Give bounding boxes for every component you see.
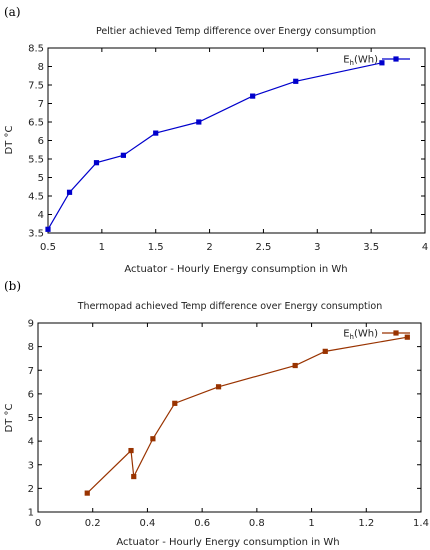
data-point	[128, 447, 134, 454]
x-tick-label: 1.2	[358, 518, 374, 529]
x-tick-label: 0.2	[85, 518, 101, 529]
data-point	[196, 119, 202, 125]
x-tick-label: 4	[422, 242, 428, 253]
y-tick-label: 7	[28, 366, 34, 377]
plot-frame	[47, 47, 426, 234]
y-tick-label: 8	[38, 62, 44, 73]
y-tick-label: 3.5	[28, 229, 44, 240]
x-axis-label: Actuator - Hourly Energy consumption in …	[124, 264, 347, 275]
y-tick-label: 6.5	[28, 118, 44, 129]
data-point	[84, 490, 90, 496]
legend: Eh(Wh)	[343, 55, 410, 68]
data-point	[45, 226, 51, 232]
x-tick-label: 0	[35, 518, 41, 529]
x-tick-label: 2	[206, 242, 212, 253]
x-tick-label: 1	[308, 518, 314, 529]
legend-marker	[393, 330, 399, 336]
x-tick-label: 0.6	[194, 518, 210, 529]
data-point	[292, 362, 298, 369]
data-point	[131, 473, 137, 480]
panel-label: (a)	[4, 5, 21, 19]
y-axis-label: DT °C	[4, 126, 15, 155]
y-tick-label: 9	[28, 319, 34, 330]
y-axis-label: DT °C	[4, 404, 15, 433]
y-tick-label: 3	[28, 460, 34, 471]
y-tick-label: 7	[38, 99, 44, 110]
chart-title: Peltier achieved Temp difference over En…	[96, 26, 376, 37]
data-point	[322, 348, 328, 354]
x-tick-label: 2.5	[255, 242, 271, 253]
data-point	[93, 160, 100, 166]
y-tick-label: 5.5	[28, 155, 44, 166]
data-point	[172, 400, 178, 406]
y-tick-label: 6	[38, 136, 44, 147]
y-tick-label: 5	[38, 173, 44, 184]
data-point	[379, 60, 385, 66]
data-point	[153, 130, 159, 136]
legend-label: Eh(Wh)	[343, 55, 378, 68]
y-tick-label: 7.5	[28, 81, 44, 92]
y-tick-label: 6	[28, 389, 34, 400]
y-tick-label: 4	[38, 210, 44, 221]
x-tick-label: 0.4	[139, 518, 155, 529]
data-point	[250, 93, 256, 99]
y-tick-label: 2	[28, 484, 34, 495]
y-tick-label: 5	[28, 413, 34, 424]
data-point	[150, 436, 156, 442]
x-axis-label: Actuator - Hourly Energy consumption in …	[116, 537, 339, 548]
series-line	[86, 336, 408, 494]
chart-a: (a) Peltier achieved Temp difference over…	[4, 5, 428, 275]
panel-label: (b)	[4, 279, 21, 293]
x-tick-label: 1.5	[148, 242, 164, 253]
x-tick-label: 0.8	[249, 518, 265, 529]
y-tick-label: 4.5	[28, 192, 44, 203]
y-tick-label: 4	[28, 437, 34, 448]
x-tick-label: 0.5	[40, 242, 56, 253]
y-tick-label: 1	[28, 508, 34, 519]
y-tick-label: 8.5	[28, 44, 44, 55]
series-line	[47, 62, 383, 230]
data-point	[215, 384, 222, 390]
x-tick-label: 1.4	[413, 518, 429, 529]
data-point	[120, 152, 126, 158]
data-point	[404, 334, 410, 340]
plot-frame	[37, 322, 422, 513]
y-tick-label: 8	[28, 342, 34, 353]
legend-label: Eh(Wh)	[343, 329, 378, 342]
data-point	[293, 78, 299, 84]
data-point	[66, 189, 73, 195]
x-tick-label: 3.5	[363, 242, 379, 253]
chart-title: Thermopad achieved Temp difference over …	[77, 301, 382, 312]
legend: Eh(Wh)	[343, 329, 410, 342]
legend-marker	[393, 56, 399, 62]
x-tick-label: 1	[99, 242, 105, 253]
chart-b: (b) Thermopad achieved Temp difference ov…	[4, 279, 429, 548]
x-tick-label: 3	[314, 242, 320, 253]
